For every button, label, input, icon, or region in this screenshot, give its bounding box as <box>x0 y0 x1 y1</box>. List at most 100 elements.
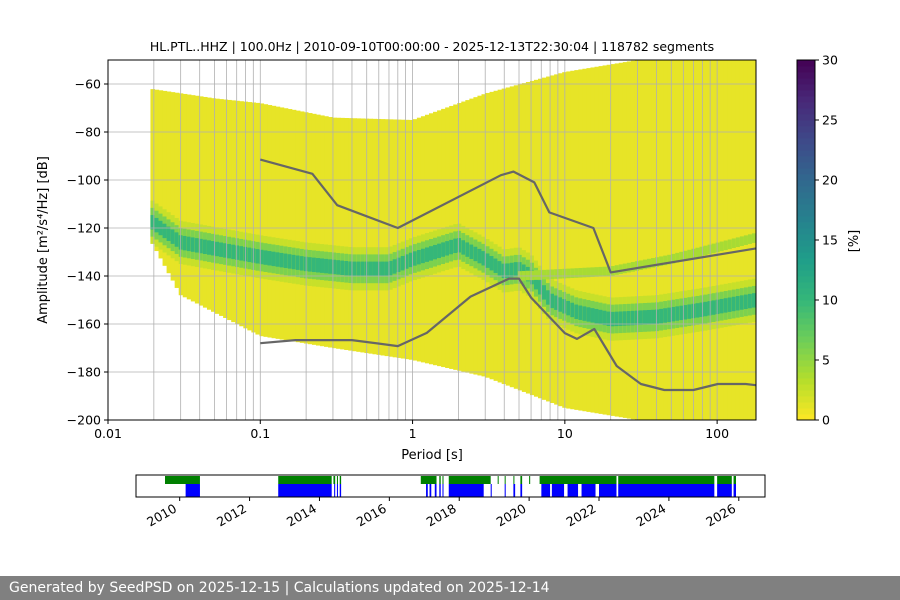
pdf-cell-mode <box>356 261 361 276</box>
pdf-cell-low <box>215 98 220 314</box>
colorbar-segment <box>797 114 815 121</box>
pdf-cell-mode <box>679 305 684 321</box>
y-tick-label: −60 <box>75 77 101 92</box>
pdf-cell-mode <box>739 295 745 310</box>
colorbar-segment <box>797 384 815 391</box>
pdf-column <box>332 117 337 349</box>
x-axis-label: Period [s] <box>401 448 463 463</box>
processed-segments-bar <box>733 484 736 497</box>
pdf-cell-low <box>594 66 600 414</box>
pdf-cell-low <box>247 102 252 331</box>
pdf-column <box>513 85 519 389</box>
data-availability-bar <box>717 476 732 484</box>
pdf-column <box>223 99 228 318</box>
pdf-cell-secondary <box>582 267 588 278</box>
pdf-cell-low <box>320 115 325 347</box>
pdf-cell-mode <box>247 247 252 263</box>
pdf-cell-low <box>675 60 680 420</box>
processed-segments-bar <box>334 484 336 497</box>
pdf-column <box>481 94 487 377</box>
colorbar-tick-label: 20 <box>822 173 838 188</box>
pdf-cell-low <box>396 119 402 358</box>
pdf-cell-low <box>566 71 571 409</box>
pdf-cell-low <box>311 113 317 345</box>
pdf-cell-secondary <box>703 245 709 256</box>
pdf-cell-mode <box>703 301 709 317</box>
pdf-cell-mode <box>546 290 551 305</box>
pdf-cell-low <box>655 60 660 420</box>
pdf-column <box>211 98 216 312</box>
pdf-column <box>206 97 212 310</box>
pdf-cell-secondary <box>735 237 741 248</box>
pdf-cell-secondary <box>542 269 547 280</box>
y-tick-label: −80 <box>75 125 101 140</box>
colorbar-segment <box>797 408 815 415</box>
pdf-column <box>719 60 725 420</box>
pdf-column <box>255 102 261 335</box>
pdf-cell-low <box>683 60 688 420</box>
y-tick-label: −180 <box>67 365 101 380</box>
pdf-cell-secondary <box>586 267 592 278</box>
pdf-column <box>610 64 616 416</box>
pdf-cell-mode <box>352 261 357 276</box>
pdf-column <box>283 108 289 341</box>
pdf-cell-mode <box>344 261 349 276</box>
pdf-cell-low <box>380 119 386 356</box>
colorbar-segment <box>797 162 815 169</box>
pdf-column <box>287 109 293 341</box>
pdf-cell-low <box>529 80 535 396</box>
pdf-cell-mode <box>404 254 410 269</box>
pdf-cell-low <box>481 94 487 377</box>
pdf-column <box>461 101 466 372</box>
pdf-cell-mode <box>687 304 693 319</box>
processed-segments-bar <box>567 484 579 497</box>
pdf-cell-mode <box>235 245 240 260</box>
pdf-cell-mode <box>711 300 717 315</box>
colorbar-segment <box>797 354 815 361</box>
colorbar-segment <box>797 234 815 241</box>
pdf-cell-mode <box>461 240 466 255</box>
pdf-column <box>182 93 188 298</box>
pdf-column <box>626 61 632 419</box>
pdf-column <box>517 84 523 391</box>
pdf-column <box>699 60 705 420</box>
colorbar-segment <box>797 102 815 109</box>
pdf-cell-mode <box>457 238 462 253</box>
pdf-column <box>731 60 737 420</box>
pdf-column <box>215 98 220 314</box>
pdf-column <box>671 60 676 420</box>
pdf-cell-low <box>525 82 531 394</box>
pdf-cell-mode <box>659 308 664 324</box>
pdf-cell-low <box>647 60 652 420</box>
pdf-column <box>174 92 180 288</box>
pdf-cell-mode <box>396 257 402 273</box>
pdf-cell-low <box>578 69 584 411</box>
pdf-cell-mode <box>206 240 212 255</box>
y-tick-label: −140 <box>67 269 101 284</box>
pdf-cell-low <box>271 105 277 339</box>
processed-segments-bar <box>717 484 732 497</box>
pdf-column <box>340 117 345 350</box>
colorbar-segment <box>797 282 815 289</box>
pdf-cell-mode <box>699 302 705 317</box>
colorbar-segment <box>797 348 815 355</box>
pdf-cell-mode <box>497 261 503 276</box>
pdf-cell-mode <box>465 242 470 257</box>
processed-segments-bar <box>551 484 565 497</box>
pdf-cell-mode <box>255 249 261 264</box>
pdf-cell-low <box>554 74 559 405</box>
pdf-cell-low <box>392 119 398 358</box>
pdf-cell-low <box>162 90 168 266</box>
pdf-cell-low <box>299 111 305 343</box>
pdf-cell-low <box>372 118 378 355</box>
colorbar-segment <box>797 342 815 349</box>
pdf-cell-mode <box>614 311 620 327</box>
pdf-cell-mode <box>453 238 458 253</box>
pdf-cell-mode <box>267 251 273 266</box>
pdf-cell-low <box>570 70 575 410</box>
processed-segments-bar <box>490 484 492 497</box>
pdf-cell-low <box>695 60 701 420</box>
pdf-column <box>158 90 164 259</box>
colorbar-segment <box>797 126 815 133</box>
pdf-column <box>735 60 741 420</box>
